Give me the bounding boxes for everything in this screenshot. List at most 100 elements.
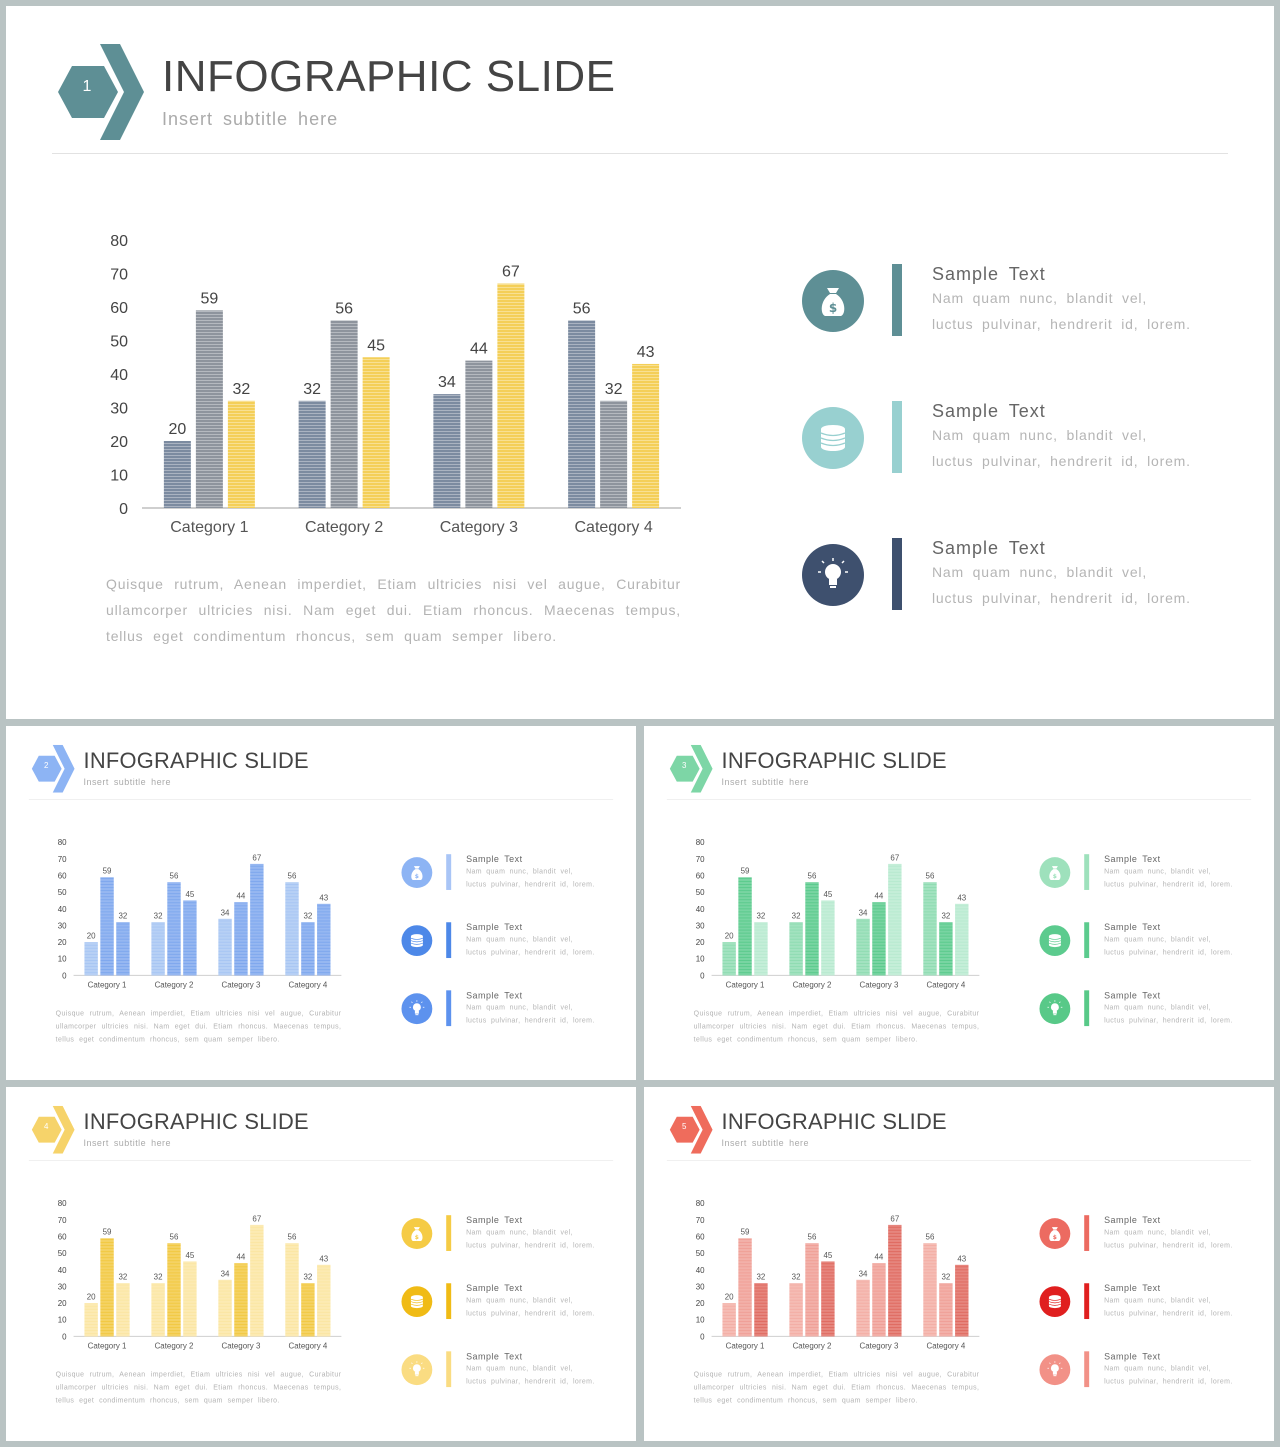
y-tick-label: 10	[110, 468, 128, 485]
bar	[285, 1243, 299, 1337]
bar-chart-svg: 0 10 20 30 40 50 60 70 80 20 59 32 Category 1 32 56 45 C…	[58, 838, 342, 989]
bar	[600, 400, 628, 508]
slide-number: 1	[82, 78, 92, 95]
accent-bar	[1084, 854, 1090, 890]
category-label: Category 4	[288, 980, 327, 989]
feature-line-2: luctus pulvinar, hendrerit id, lorem.	[466, 1377, 595, 1386]
feature-line-2: luctus pulvinar, hendrerit id, lorem.	[466, 948, 595, 957]
bar	[183, 900, 197, 976]
lightbulb-icon	[401, 993, 433, 1025]
bar	[722, 1303, 736, 1337]
category-label: Category 1	[170, 519, 248, 536]
bar-value-label: 43	[319, 1254, 328, 1263]
y-tick-label: 70	[110, 267, 128, 284]
feature-line-2: luctus pulvinar, hendrerit id, lorem.	[932, 316, 1191, 332]
bar	[167, 1243, 181, 1337]
feature-line-1: Nam quam nunc, blandit vel,	[1104, 1296, 1211, 1305]
category-label: Category 2	[793, 1341, 832, 1350]
bar	[632, 363, 660, 508]
feature-title: Sample Text	[466, 1283, 523, 1294]
accent-bar	[446, 1351, 452, 1388]
bar-value-label: 43	[319, 893, 328, 902]
bar-value-label: 34	[221, 908, 230, 917]
accent-bar	[892, 264, 902, 336]
accent-bar	[446, 990, 452, 1027]
feature-item: Sample Text Nam quam nunc, blandit vel, …	[1039, 922, 1248, 962]
category-label: Category 4	[926, 980, 965, 989]
bar-value-label: 45	[367, 337, 385, 354]
bar	[100, 1238, 114, 1337]
slide-number: 5	[682, 1122, 687, 1132]
svg-text:$: $	[829, 301, 837, 315]
body-paragraph: Quisque rutrum, Aenean imperdiet, Etiam …	[55, 1009, 342, 1043]
feature-line-2: luctus pulvinar, hendrerit id, lorem.	[1104, 1016, 1233, 1025]
y-tick-label: 80	[58, 838, 67, 847]
slide-content: 2 INFOGRAPHIC SLIDE Insert subtitle here…	[6, 726, 636, 1080]
accent-bar	[1084, 922, 1090, 959]
lightbulb-icon	[802, 544, 864, 606]
feature-line-2: luctus pulvinar, hendrerit id, lorem.	[1104, 880, 1233, 888]
feature-line-1: Nam quam nunc, blandit vel,	[932, 290, 1148, 306]
feature-item: $ Sample Text Nam quam nunc, blandit vel…	[1039, 854, 1248, 894]
bar-value-label: 56	[808, 1233, 817, 1242]
bar-value-label: 32	[757, 1273, 766, 1282]
bar	[84, 1303, 98, 1337]
bar-value-label: 44	[875, 892, 884, 901]
y-tick-label: 50	[58, 1249, 67, 1258]
feature-line-2: luctus pulvinar, hendrerit id, lorem.	[466, 1241, 595, 1249]
bar-value-label: 32	[119, 1273, 128, 1282]
bar-value-label: 67	[252, 853, 261, 862]
bar-value-label: 32	[605, 381, 623, 398]
hexagon-chevron-icon	[31, 1105, 75, 1154]
bar-value-label: 34	[438, 374, 456, 391]
y-tick-label: 50	[110, 334, 128, 351]
bar-chart: 0 10 20 30 40 50 60 70 80 20 59 32 Category 1 32 56 45 C…	[689, 830, 987, 994]
feature-line-2: luctus pulvinar, hendrerit id, lorem.	[466, 1309, 595, 1318]
feature-line-1: Nam quam nunc, blandit vel,	[1104, 1003, 1211, 1012]
bar-value-label: 32	[303, 381, 321, 398]
y-tick-label: 0	[119, 501, 128, 518]
y-tick-label: 50	[58, 888, 67, 897]
y-tick-label: 70	[58, 855, 67, 864]
bar-value-label: 44	[470, 341, 488, 358]
bar	[167, 882, 181, 976]
slide-main: 1 INFOGRAPHIC SLIDE Insert subtitle here…	[6, 6, 1274, 719]
bar	[298, 400, 326, 508]
bar-value-label: 20	[725, 1293, 734, 1302]
bar	[955, 1264, 969, 1337]
bar-value-label: 32	[303, 1273, 312, 1282]
feature-line-2: luctus pulvinar, hendrerit id, lorem.	[1104, 948, 1233, 957]
y-tick-label: 0	[700, 1332, 705, 1341]
feature-title: Sample Text	[1104, 1215, 1161, 1226]
feature-line-2: luctus pulvinar, hendrerit id, lorem.	[466, 880, 595, 888]
bar	[939, 922, 953, 976]
accent-bar	[446, 854, 452, 890]
feature-line-1: Nam quam nunc, blandit vel,	[932, 427, 1148, 443]
bar	[100, 877, 114, 976]
feature-item: Sample Text Nam quam nunc, blandit vel, …	[401, 1351, 610, 1391]
hexagon-chevron-icon	[669, 1105, 713, 1154]
bar	[234, 902, 248, 976]
hexagon-badge: 1	[54, 44, 146, 140]
y-tick-label: 10	[58, 1316, 67, 1325]
bar	[497, 283, 525, 508]
bar	[872, 1263, 886, 1337]
bar	[805, 1243, 819, 1337]
y-tick-label: 70	[696, 1216, 705, 1225]
accent-bar	[1084, 1351, 1090, 1388]
page-subtitle: Insert subtitle here	[162, 109, 339, 129]
y-tick-label: 70	[696, 855, 705, 864]
bar	[218, 1279, 232, 1337]
coins-stack-icon	[802, 407, 864, 469]
bar-value-label: 43	[637, 344, 655, 361]
bar-chart-svg: 0 10 20 30 40 50 60 70 80 20 59 32 Category 1 32 56 45 C…	[696, 1199, 980, 1350]
accent-bar	[892, 401, 902, 473]
slide-number: 3	[682, 761, 687, 771]
bar-value-label: 45	[185, 1251, 194, 1260]
bar	[789, 922, 803, 976]
y-tick-label: 80	[110, 233, 128, 250]
feature-line-2: luctus pulvinar, hendrerit id, lorem.	[932, 590, 1191, 606]
bar-value-label: 20	[87, 932, 96, 941]
bar	[195, 310, 223, 508]
category-label: Category 1	[88, 980, 127, 989]
